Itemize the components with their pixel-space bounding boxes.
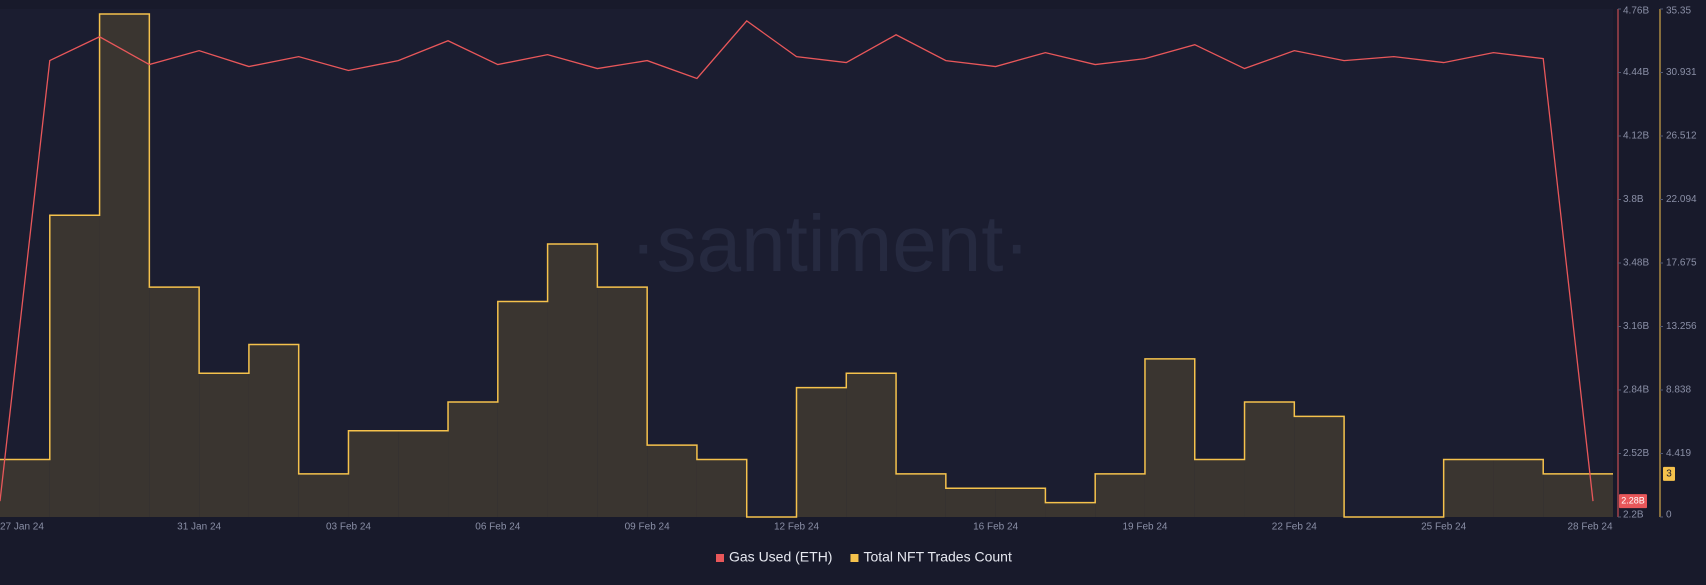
last-value-label: 2.28B xyxy=(1621,496,1645,506)
nft-step-area xyxy=(448,402,498,517)
nft-step-area xyxy=(298,473,349,517)
x-tick-label: 25 Feb 24 xyxy=(1421,522,1466,533)
nft-step-area xyxy=(1244,402,1295,517)
nft-step-area xyxy=(1593,473,1613,517)
nft-step-area xyxy=(1493,459,1544,517)
x-tick-label: 12 Feb 24 xyxy=(774,522,819,533)
y2-tick-label: 4.419 xyxy=(1666,448,1691,459)
y-tick-label: 2.52B xyxy=(1623,448,1649,459)
y2-tick-label: 8.838 xyxy=(1666,385,1691,396)
nft-step-area xyxy=(945,488,996,517)
y2-tick-label: 35.35 xyxy=(1666,6,1691,17)
nft-step-area xyxy=(647,445,697,517)
nft-step-area xyxy=(0,459,50,517)
nft-step-area xyxy=(149,287,200,517)
nft-step-area xyxy=(49,215,100,517)
nft-step-line xyxy=(0,13,1613,518)
nft-step-area xyxy=(846,373,897,517)
x-tick-label: 19 Feb 24 xyxy=(1122,522,1167,533)
x-tick-label: 16 Feb 24 xyxy=(973,522,1018,533)
y2-tick-label: 0 xyxy=(1666,510,1672,521)
y-tick-label: 4.44B xyxy=(1623,67,1649,78)
nft-step-area xyxy=(348,430,399,517)
nft-step-area xyxy=(796,387,847,517)
y2-tick-label: 17.675 xyxy=(1666,258,1697,269)
watermark: ·santiment· xyxy=(630,199,1030,288)
y-tick-label: 3.16B xyxy=(1623,321,1649,332)
nft-step-area xyxy=(547,243,598,517)
nft-step-area xyxy=(1443,459,1494,517)
nft-step-area xyxy=(1045,502,1096,517)
nft-step-area xyxy=(696,459,747,517)
x-tick-label: 03 Feb 24 xyxy=(326,522,371,533)
x-tick-label: 22 Feb 24 xyxy=(1272,522,1317,533)
x-tick-label: 28 Feb 24 xyxy=(1567,522,1612,533)
y-tick-label: 4.76B xyxy=(1623,6,1649,17)
legend-swatch xyxy=(716,554,724,562)
y-tick-label: 4.12B xyxy=(1623,131,1649,142)
last-value-label: 3 xyxy=(1666,469,1672,480)
nft-step-area xyxy=(597,287,648,517)
gas-line xyxy=(0,20,1594,502)
x-tick-label: 27 Jan 24 xyxy=(0,522,44,533)
x-tick-label: 09 Feb 24 xyxy=(625,522,670,533)
legend-swatch xyxy=(850,554,859,562)
last-value-badge xyxy=(1663,466,1675,481)
y-tick-label: 3.8B xyxy=(1623,194,1644,205)
nft-step-area xyxy=(199,373,249,517)
last-value-badge xyxy=(1619,494,1647,509)
legend-label: Gas Used (ETH) xyxy=(729,549,832,565)
y-tick-label: 3.48B xyxy=(1623,258,1649,269)
y-tick-label: 2.2B xyxy=(1623,510,1644,521)
y-tick-label: 2.84B xyxy=(1623,385,1649,396)
legend-label: Total NFT Trades Count xyxy=(863,549,1011,565)
x-tick-label: 31 Jan 24 xyxy=(177,522,221,533)
nft-step-area xyxy=(1144,358,1195,517)
nft-step-area xyxy=(1294,416,1345,517)
nft-step-area xyxy=(248,344,299,517)
nft-step-area xyxy=(896,473,946,517)
x-tick-label: 06 Feb 24 xyxy=(475,522,520,533)
y2-tick-label: 26.512 xyxy=(1666,131,1697,142)
y2-tick-label: 22.094 xyxy=(1666,194,1697,205)
nft-step-area xyxy=(1543,473,1593,517)
nft-step-area xyxy=(995,488,1046,517)
nft-step-area xyxy=(1194,459,1245,517)
y2-tick-label: 30.931 xyxy=(1666,67,1697,78)
nft-step-area xyxy=(497,301,548,517)
y2-tick-label: 13.256 xyxy=(1666,321,1697,332)
nft-step-area xyxy=(99,14,150,518)
nft-step-area xyxy=(1095,473,1145,517)
nft-step-area xyxy=(398,430,449,517)
